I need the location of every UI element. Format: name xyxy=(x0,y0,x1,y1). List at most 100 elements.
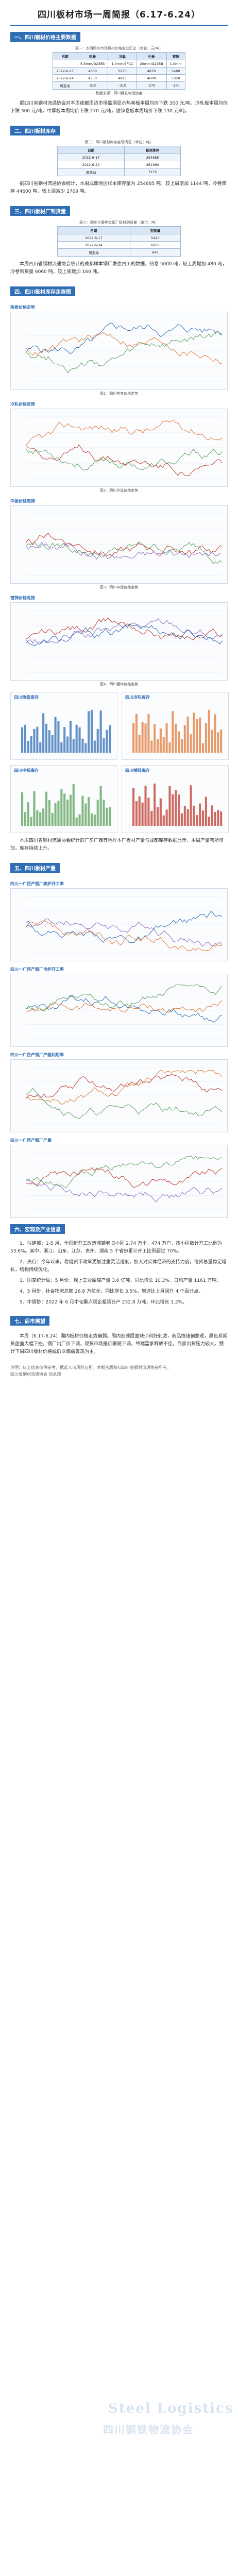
price-summary-paragraph: 据四川省钢材流通协会对本周成都周边市场监测显示热卷板本周均价下跌 300 元/吨… xyxy=(10,101,228,114)
chart-bar xyxy=(109,725,111,753)
chart-bar xyxy=(147,798,150,826)
series-line xyxy=(26,533,223,556)
chart-title: 四川一广西产钢厂产能利用率 xyxy=(10,1053,64,1057)
section-heading-production: 五、四川板材产量 xyxy=(10,863,60,873)
chart-bar xyxy=(51,735,54,753)
chart-bar xyxy=(162,737,165,753)
section-heading-charts: 四、四川板材库存走势图 xyxy=(10,286,75,296)
chart-bar xyxy=(63,727,66,753)
chart-bar xyxy=(57,801,60,826)
chart-bar xyxy=(45,791,48,826)
chart-title: 四川中板库存 xyxy=(14,768,39,773)
chart-bar xyxy=(214,811,216,826)
chart-bar xyxy=(88,797,90,826)
chart-bar xyxy=(103,738,105,753)
price-table-cell: -270 xyxy=(136,81,167,90)
chart-bar xyxy=(144,723,147,753)
chart-bar xyxy=(33,728,36,753)
chart-bar xyxy=(138,735,141,753)
arrivals-paragraph: 本周四川省钢材流通协会统计的成都样本钢厂发往四川的数据，热卷 5000 吨，较上… xyxy=(10,262,227,275)
chart-grid xyxy=(26,610,223,673)
chart-bar xyxy=(211,805,213,826)
section-heading-arrivals: 三、四川板材厂到货量 xyxy=(10,206,70,216)
chart-title: 四川一广西产钢厂高炉开工率 xyxy=(10,882,64,886)
chart-bar xyxy=(39,812,42,826)
chart-bar xyxy=(217,810,219,826)
arrivals-table: 日期 到货量 2022-6-17 5420 2022-6-24 6060 周变动 64… xyxy=(57,226,181,257)
arrivals-table-caption: 表三：四川主要样本钢厂板材到货量（单位：吨） xyxy=(79,221,159,225)
chart-bar xyxy=(159,728,162,753)
series-line xyxy=(26,623,223,646)
line-chart xyxy=(26,513,223,576)
chart-grid xyxy=(26,981,223,1039)
chart-bar xyxy=(60,789,63,826)
series-line xyxy=(26,444,223,476)
chart-grid xyxy=(26,1153,223,1210)
chart-bar xyxy=(51,812,54,826)
chart-bar xyxy=(190,734,192,753)
price-table-header: 日期 xyxy=(53,52,77,60)
chart-title: 四川镀锌库存 xyxy=(125,768,150,773)
chart-bar xyxy=(186,809,189,826)
chart-bar xyxy=(90,710,93,753)
arrivals-table-cell: 2022-6-24 xyxy=(57,241,130,249)
chart-bar xyxy=(193,805,195,826)
chart-bar xyxy=(180,813,183,826)
inventory-table-header: 板材库存 xyxy=(124,146,181,154)
price-table-cell: -310 xyxy=(108,81,137,90)
chart-bar xyxy=(109,807,111,826)
chart-bar xyxy=(33,791,36,826)
watermark: Steel Logistics xyxy=(108,2401,234,2416)
chart-bar xyxy=(186,716,189,753)
chart-bar xyxy=(96,728,99,753)
chart-bar xyxy=(141,722,144,753)
bar-chart xyxy=(21,784,111,826)
chart-title: 四川热卷库存 xyxy=(14,695,39,700)
chart-caption: 图2：四川冷轧价格走势 xyxy=(99,488,139,493)
chart-bar xyxy=(36,810,39,826)
chart-grid xyxy=(26,416,223,479)
chart-title: 四川一广西产钢厂产量 xyxy=(10,1138,52,1143)
series-line xyxy=(26,918,223,947)
price-table-spec: 20mm/Q235B xyxy=(136,60,167,67)
series-line xyxy=(26,1178,223,1202)
price-table-cell: 5350 xyxy=(166,74,185,82)
chart-bar xyxy=(201,810,205,826)
chart-bar xyxy=(45,723,48,753)
chart-title: 镀锌价格走势 xyxy=(10,596,35,600)
arrivals-table-cell: 6060 xyxy=(129,241,181,249)
series-line xyxy=(26,1000,223,1013)
chart-bar xyxy=(60,742,63,753)
series-line xyxy=(26,617,223,640)
chart-bar xyxy=(156,739,159,753)
chart-bar xyxy=(81,795,84,826)
macro-news-item: 2、央行：今年以来，稳健货币政策更加注重灵活适度，加大对实体经济的支持力度，信贷… xyxy=(10,1260,227,1273)
arrivals-table-cell: 640 xyxy=(129,248,181,257)
chart-figure: 四川热卷库存 xyxy=(10,692,117,760)
price-table: 日期 热卷 冷轧 中板 镀锌 5.5mm/Q235B 1.0mm/SPCC 20… xyxy=(53,52,185,90)
chart-bar xyxy=(196,815,198,826)
chart-bar xyxy=(88,711,90,753)
chart-title: 中板价格走势 xyxy=(10,499,35,503)
price-table-cell: 5480 xyxy=(166,67,185,75)
disclaimer-text: 声明：以上信息仅供参考，据此入市风险自担。本报告版权归四川省钢材流通协会所有。 xyxy=(10,1365,171,1370)
chart-bar xyxy=(168,786,171,826)
chart-bar xyxy=(54,803,57,826)
arrivals-table-cell: 周变动 xyxy=(57,248,130,257)
macro-news-item: 3、国家统计局：5 月份，规上工业原煤产量 3.6 亿吨，同比增长 10.3%，… xyxy=(20,1278,222,1283)
chart-bar xyxy=(63,793,66,826)
price-table-spec: 5.5mm/Q235B xyxy=(76,60,109,67)
chart-bar xyxy=(99,710,102,753)
chart-bar xyxy=(54,717,57,753)
chart-bar xyxy=(211,730,213,753)
chart-bar xyxy=(220,811,223,826)
chart-bar xyxy=(162,815,165,826)
chart-bar xyxy=(190,785,192,826)
chart-bar xyxy=(78,727,81,753)
price-table-spec: 1.0mm/SPCC xyxy=(108,60,137,67)
inventory-table-cell: 2022-6-24 xyxy=(57,161,125,168)
chart-bar xyxy=(69,794,72,826)
line-chart xyxy=(26,416,223,479)
series-line xyxy=(26,995,223,1023)
chart-bar xyxy=(168,742,171,753)
